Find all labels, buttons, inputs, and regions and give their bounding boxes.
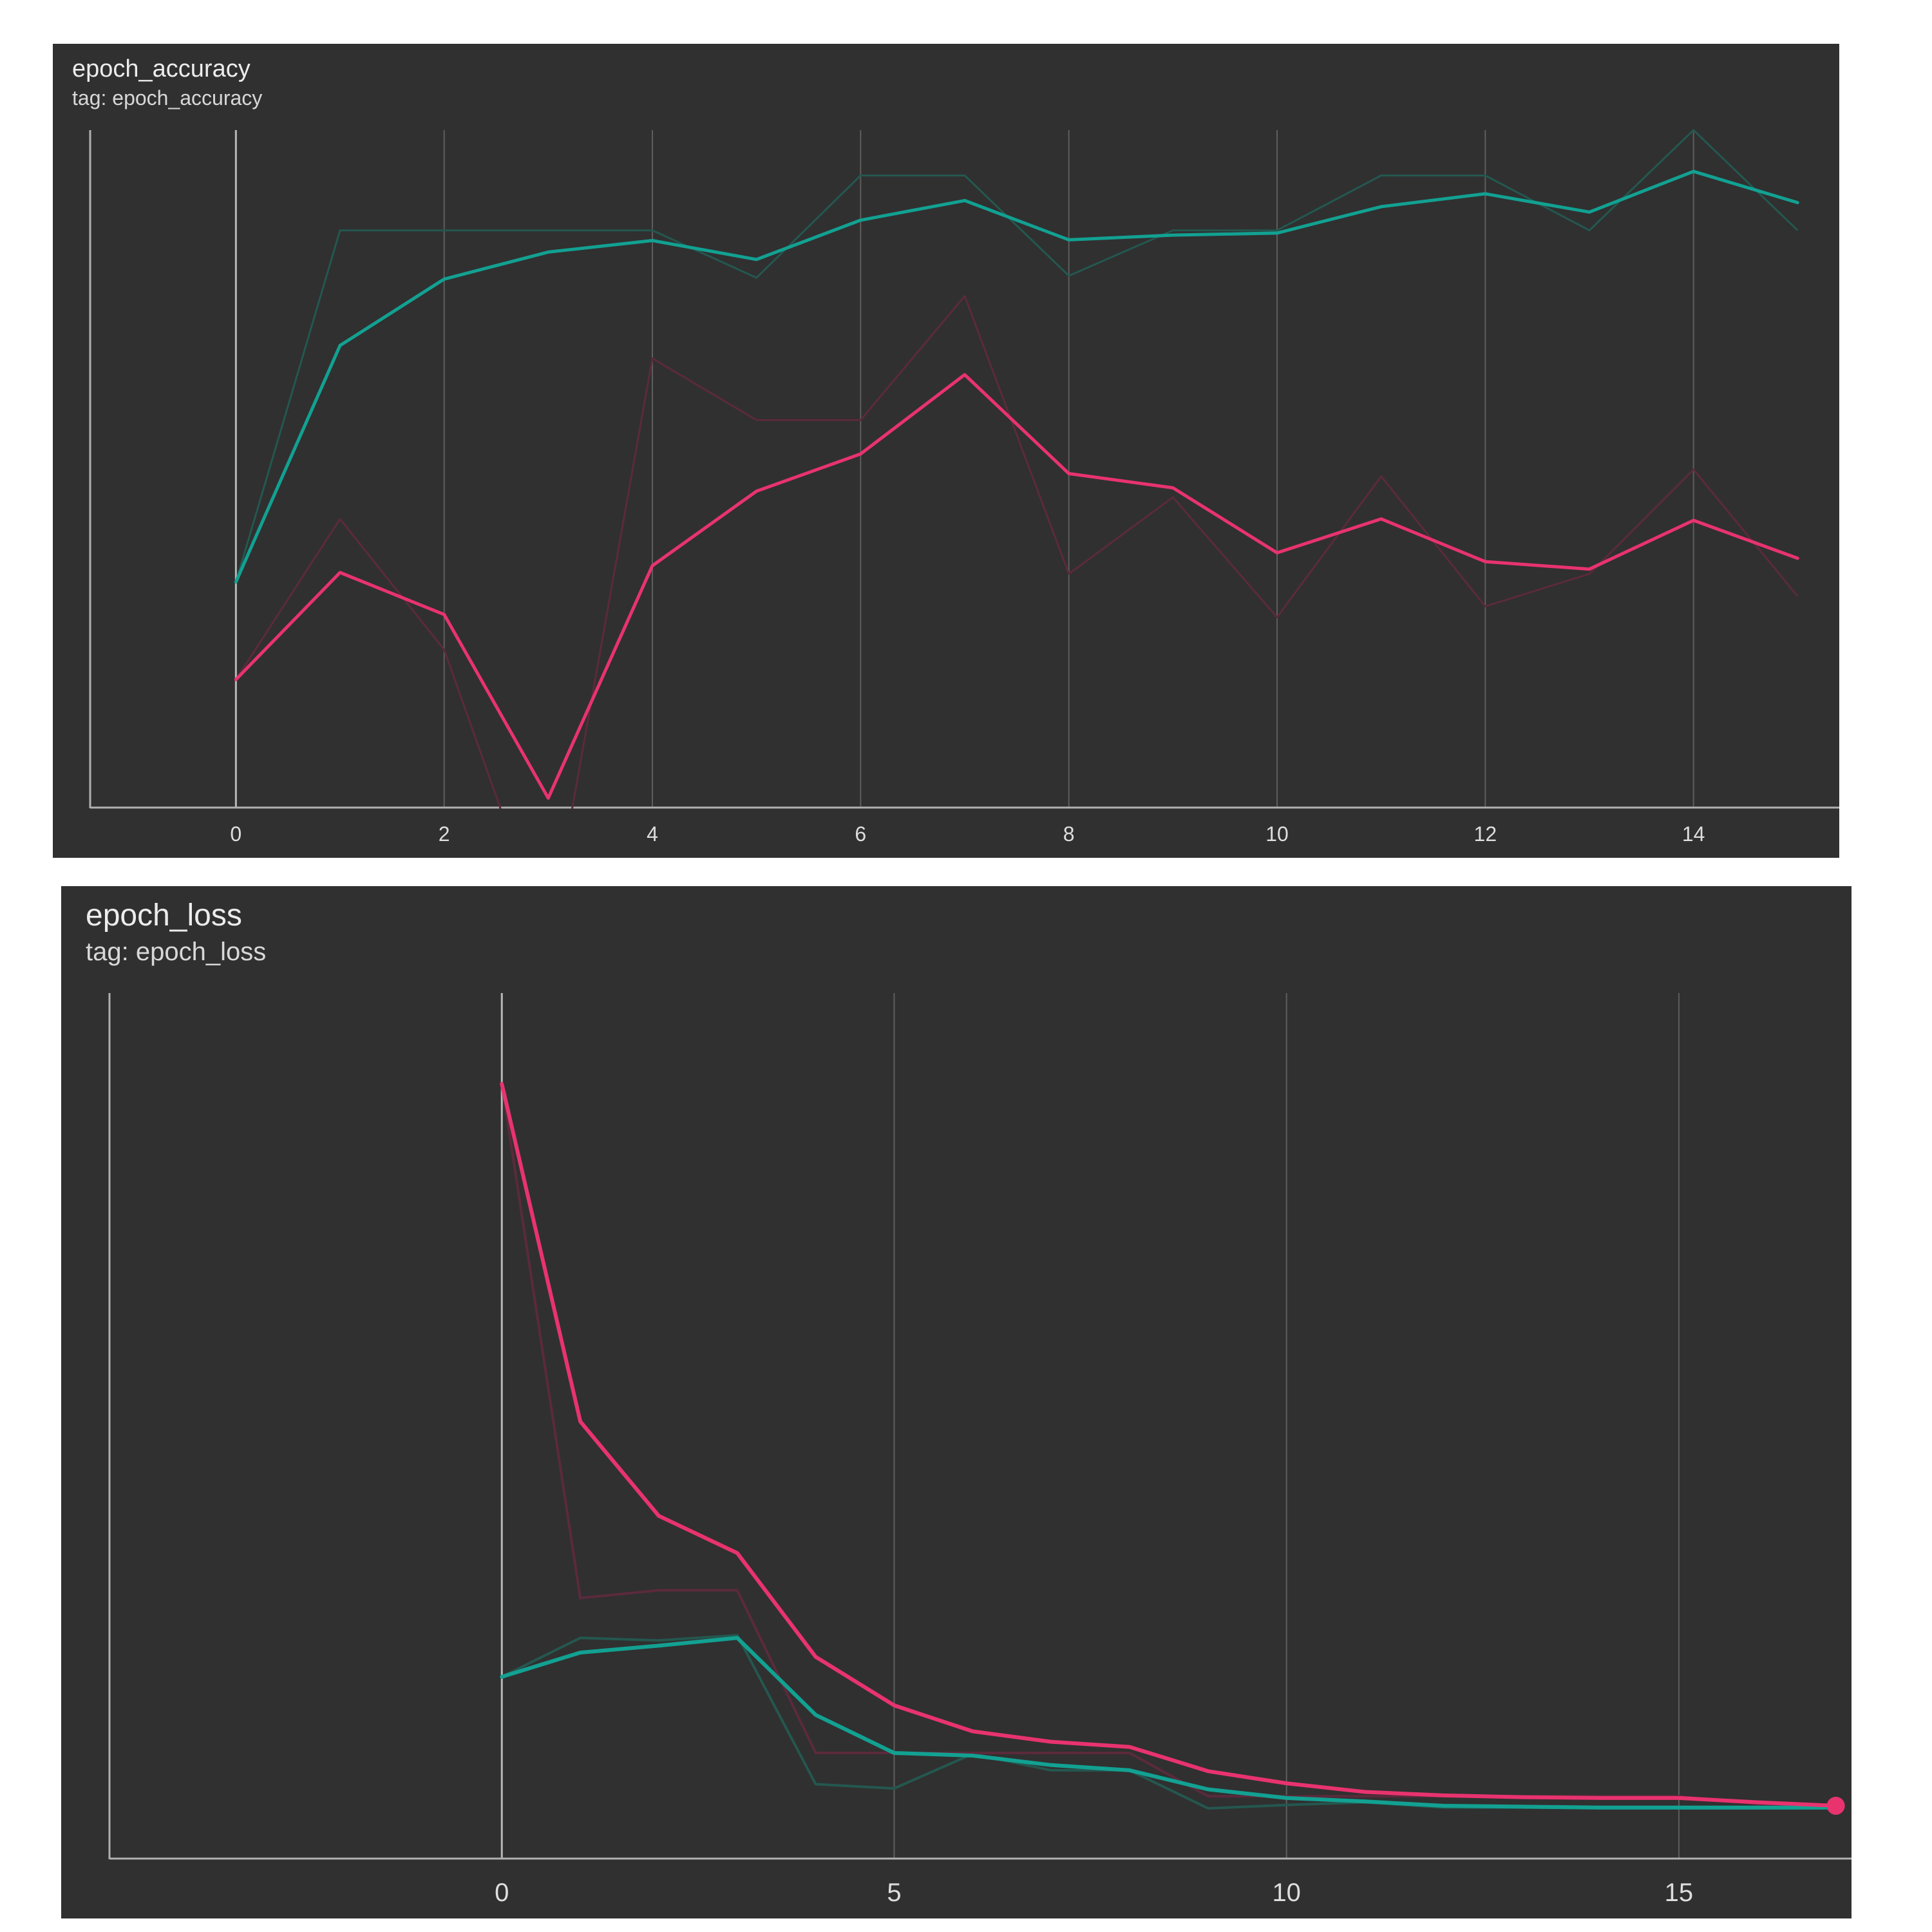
- x-tick-label: 4: [647, 822, 658, 846]
- series-end-marker[interactable]: [1826, 1797, 1845, 1815]
- chart-title: epoch_accuracy: [72, 55, 251, 82]
- series-group: [234, 129, 1799, 809]
- smoothed-series-line[interactable]: [500, 1082, 1838, 1808]
- plot-area[interactable]: 0 5 10 15: [61, 886, 1852, 1918]
- chart-title: epoch_loss: [86, 898, 242, 933]
- chart-subtitle: tag: epoch_accuracy: [72, 86, 263, 109]
- x-tick-label: 12: [1474, 822, 1497, 846]
- x-tick-label: 10: [1272, 1879, 1301, 1907]
- raw-series-line: [235, 295, 1799, 809]
- x-tick-label: 15: [1665, 1879, 1694, 1907]
- x-tick-label: 2: [439, 822, 450, 846]
- x-tick-label: 0: [495, 1879, 509, 1907]
- chart-panel-epoch-loss: epoch_loss tag: epoch_loss 0 5 10 15: [61, 886, 1852, 1918]
- plot-area[interactable]: 0 2 4 6 8 10 12 14: [53, 44, 1839, 858]
- smoothed-series-line[interactable]: [234, 373, 1799, 800]
- x-tick-label: 0: [230, 822, 242, 846]
- series-group: [500, 1082, 1838, 1810]
- chart-subtitle: tag: epoch_loss: [86, 938, 267, 966]
- x-tick-label: 6: [855, 822, 866, 846]
- x-tick-label: 10: [1265, 822, 1289, 846]
- x-tick-label: 5: [887, 1879, 901, 1907]
- raw-series-line: [500, 1083, 1836, 1807]
- chart-panel-epoch-accuracy: epoch_accuracy tag: epoch_accuracy 0 2 4 6 8…: [53, 44, 1839, 858]
- smoothed-series-line[interactable]: [500, 1636, 1838, 1810]
- raw-series-line: [501, 1634, 1836, 1810]
- raw-series-line: [234, 129, 1799, 583]
- smoothed-series-line[interactable]: [234, 169, 1799, 584]
- x-tick-label: 8: [1063, 822, 1075, 846]
- x-tick-label: 14: [1682, 822, 1705, 846]
